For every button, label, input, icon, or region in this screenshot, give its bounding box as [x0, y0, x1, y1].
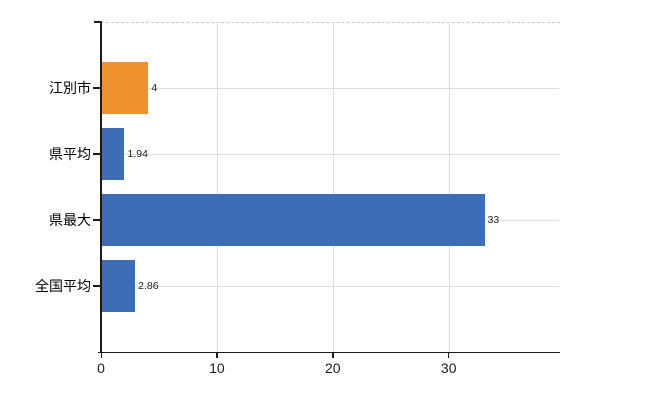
x-tick-label: 0: [97, 360, 105, 376]
x-axis-tick: [332, 352, 334, 358]
bar-value-label: 4: [151, 82, 158, 94]
x-axis-line: [98, 351, 560, 354]
category-label: 江別市: [49, 80, 91, 96]
chart-bar: [102, 194, 485, 246]
x-axis-tick: [448, 352, 450, 358]
y-axis-tick: [93, 285, 101, 287]
category-label: 県最大: [49, 212, 91, 228]
bar-value-label: 33: [487, 214, 500, 226]
chart-bar: [102, 260, 136, 312]
x-tick-label: 30: [440, 360, 457, 376]
vertical-gridline: [448, 22, 450, 352]
vertical-gridline: [332, 22, 334, 352]
x-tick-label: 10: [209, 360, 225, 376]
bar-value-label: 1.94: [127, 148, 148, 160]
x-axis-tick: [100, 352, 102, 358]
y-axis-tick: [93, 87, 101, 89]
vertical-gridline: [216, 22, 218, 352]
y-axis-line: [100, 22, 102, 352]
category-label: 全国平均: [35, 278, 91, 294]
plot-area: 4 1.94 33 2.86: [101, 22, 560, 352]
chart-bar: [102, 62, 149, 114]
y-axis-top-tick: [94, 21, 102, 23]
y-axis-tick: [93, 153, 101, 155]
y-axis-tick: [93, 219, 101, 221]
chart-bar: [102, 128, 125, 180]
x-axis-tick: [216, 352, 218, 358]
plot-top-dashed-border: [101, 22, 560, 23]
x-tick-label: 20: [325, 360, 341, 376]
horizontal-gridline: [101, 286, 559, 287]
horizontal-gridline: [101, 88, 559, 89]
horizontal-gridline: [101, 154, 559, 155]
category-label: 県平均: [49, 146, 91, 162]
bar-value-label: 2.86: [138, 280, 159, 292]
